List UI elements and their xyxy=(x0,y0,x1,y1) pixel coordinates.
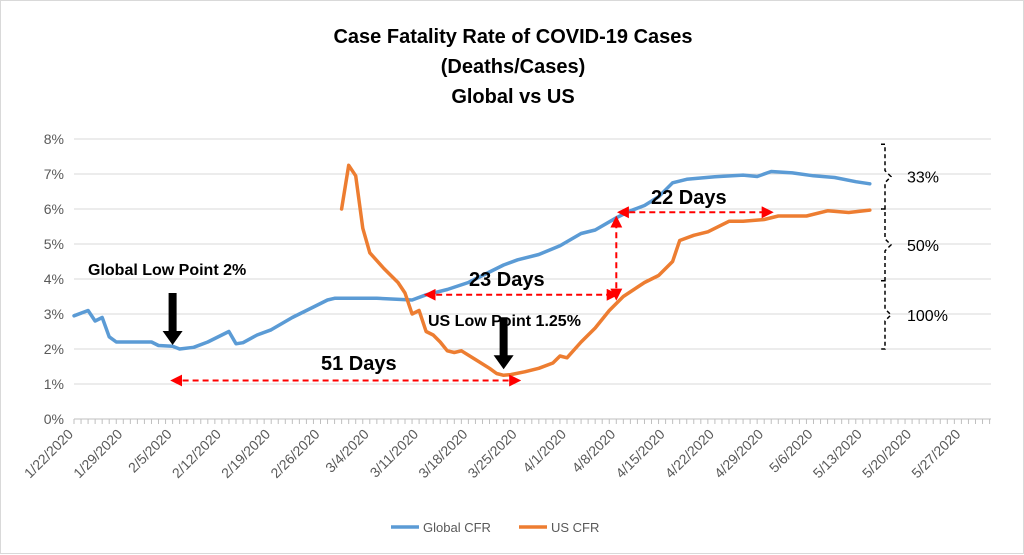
x-tick-label: 3/4/2020 xyxy=(322,426,372,476)
us-low-arrow-shaft xyxy=(499,317,508,358)
bracket-0 xyxy=(881,143,893,210)
y-tick-label: 2% xyxy=(44,341,64,357)
x-tick-label: 5/6/2020 xyxy=(766,426,816,476)
bracket-1 xyxy=(881,208,893,282)
x-tick-label: 3/18/2020 xyxy=(415,426,471,482)
y-axis: 0% 1% 2% 3% 4% 5% 6% 7% 8% xyxy=(44,131,64,427)
legend-label: US CFR xyxy=(551,520,599,535)
chart-title-line: Case Fatality Rate of COVID-19 Cases xyxy=(333,26,692,48)
x-tick-label: 2/12/2020 xyxy=(169,426,225,482)
y-tick-label: 7% xyxy=(44,166,64,182)
us-low-label: US Low Point 1.25% xyxy=(428,313,581,330)
annotations: Global Low Point 2% US Low Point 1.25% 51 … xyxy=(88,187,774,387)
y-tick-label: 8% xyxy=(44,131,64,147)
x-tick-label: 5/13/2020 xyxy=(810,426,866,482)
bracket-label: 33% xyxy=(907,170,939,187)
legend-item-global-cfr[interactable]: Global CFR xyxy=(391,520,491,535)
x-tick-label: 3/11/2020 xyxy=(367,426,422,481)
series-line-global-cfr xyxy=(72,169,872,351)
y-tick-label: 3% xyxy=(44,306,64,322)
x-tick-label: 3/25/2020 xyxy=(464,426,520,482)
gap-22-label: 22 Days xyxy=(651,187,727,209)
y-tick-label: 6% xyxy=(44,201,64,217)
x-tick-label: 1/22/2020 xyxy=(21,426,77,482)
series-line-us-cfr xyxy=(339,163,872,378)
y-tick-label: 4% xyxy=(44,271,64,287)
global-low-label: Global Low Point 2% xyxy=(88,262,246,279)
y-tick-label: 0% xyxy=(44,411,64,427)
legend[interactable]: Global CFR US CFR xyxy=(391,520,599,535)
gap-51-label: 51 Days xyxy=(321,353,397,375)
x-tick-label: 2/5/2020 xyxy=(125,426,175,476)
x-tick-label: 2/26/2020 xyxy=(267,426,323,482)
x-tick-label: 4/22/2020 xyxy=(662,426,718,482)
series-lines xyxy=(72,163,872,378)
x-tick-label: 5/20/2020 xyxy=(859,426,915,482)
global-low-arrow-head xyxy=(162,331,183,345)
bracket-label: 50% xyxy=(907,238,939,255)
gap-23-label: 23 Days xyxy=(469,269,545,291)
x-tick-label: 1/29/2020 xyxy=(70,426,126,482)
global-low-arrow-shaft xyxy=(168,293,177,333)
percent-brackets: 33% 50% 100% xyxy=(881,143,948,350)
y-tick-label: 5% xyxy=(44,236,64,252)
us-low-arrow-head xyxy=(493,355,514,370)
x-tick-label: 4/1/2020 xyxy=(519,426,569,476)
legend-label: Global CFR xyxy=(423,520,491,535)
legend-item-us-cfr[interactable]: US CFR xyxy=(519,520,599,535)
x-tick-label: 4/29/2020 xyxy=(711,426,767,482)
bracket-2 xyxy=(881,280,893,350)
chart-title-line: Global vs US xyxy=(451,86,574,108)
bracket-label: 100% xyxy=(907,308,948,325)
x-tick-label: 2/19/2020 xyxy=(218,426,274,482)
chart-title-line: (Deaths/Cases) xyxy=(441,56,586,78)
x-tick-label: 4/15/2020 xyxy=(612,426,668,482)
chart-title: Case Fatality Rate of COVID-19 Cases (Dea… xyxy=(333,26,692,108)
y-tick-label: 1% xyxy=(44,376,64,392)
x-tick-label: 5/27/2020 xyxy=(908,426,964,482)
x-tick-label: 4/8/2020 xyxy=(569,426,619,476)
